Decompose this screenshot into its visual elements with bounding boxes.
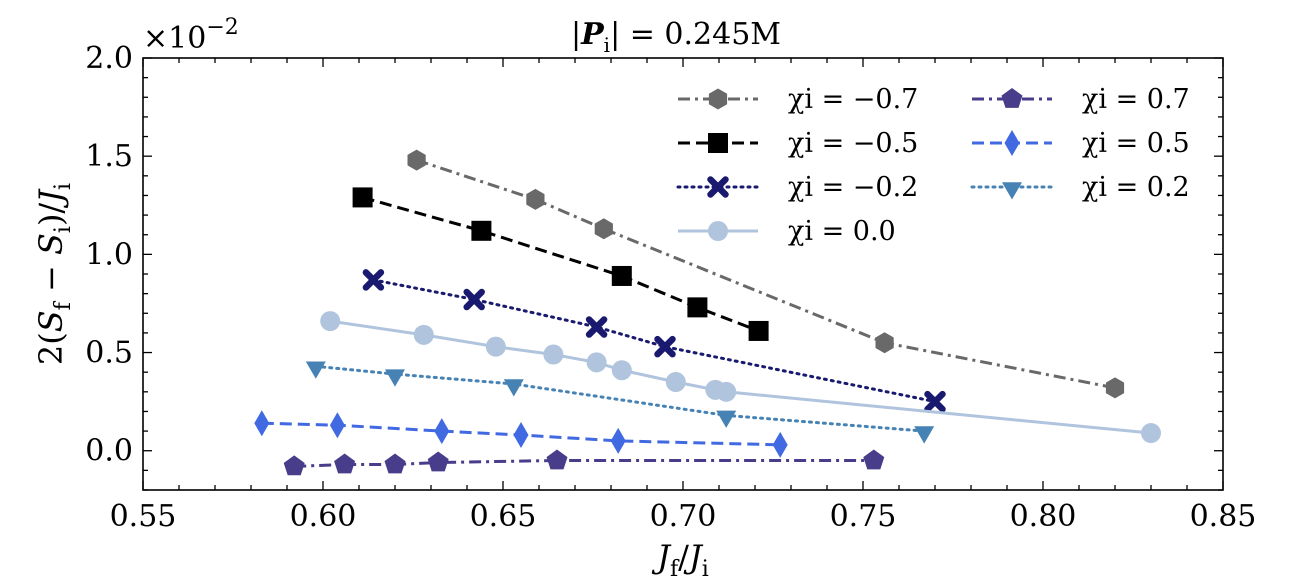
data-point — [329, 412, 345, 439]
x-tick-label: 0.60 — [290, 499, 357, 534]
legend-marker — [1004, 130, 1020, 156]
x-tick-label: 0.65 — [470, 499, 537, 534]
legend-marker — [1001, 88, 1023, 108]
legend-label: χi = 0.0 — [788, 216, 896, 247]
data-point — [413, 324, 434, 345]
series-0 — [407, 149, 1125, 399]
data-point — [471, 220, 492, 241]
series-2 — [362, 269, 946, 413]
data-point — [546, 449, 568, 470]
legend-entry: χi = 0.0 — [678, 216, 896, 247]
series-line — [416, 158, 1116, 390]
data-point — [434, 418, 450, 445]
legend-label: χi = 0.5 — [1082, 128, 1190, 159]
data-point — [914, 426, 935, 444]
data-point — [485, 336, 506, 357]
series-line — [261, 421, 781, 447]
legend-marker — [708, 88, 728, 110]
data-point — [748, 320, 769, 341]
data-point — [385, 369, 405, 387]
legend-label: χi = 0.7 — [1082, 84, 1190, 115]
data-point — [585, 316, 608, 338]
data-point — [407, 149, 426, 171]
data-point — [254, 410, 270, 437]
data-point — [687, 297, 708, 318]
series-3 — [320, 311, 1161, 444]
data-point — [334, 453, 356, 474]
data-point — [654, 335, 676, 358]
data-point — [594, 218, 613, 240]
data-point — [305, 361, 326, 379]
y-axis-title: 2(Sf − Si)/Ji — [32, 183, 76, 365]
legend-entry: χi = 0.5 — [972, 128, 1190, 159]
series-1 — [352, 187, 769, 341]
y-tick-label: 0.5 — [85, 336, 133, 371]
data-point — [543, 344, 564, 365]
x-axis-title: Jf/Ji — [651, 538, 709, 576]
data-point — [1141, 423, 1161, 444]
legend: χi = −0.7 χi = −0.5 χi = −0.2 χi = 0.0 χi = … — [676, 84, 1190, 247]
x-tick-label: 0.85 — [1190, 499, 1257, 534]
y-tick-label: 1.5 — [85, 139, 133, 174]
y-tick-label: 1.0 — [85, 237, 133, 272]
data-point — [665, 372, 686, 392]
legend-entry: χi = −0.7 — [678, 84, 918, 115]
data-point — [924, 390, 946, 413]
x-tick-label: 0.75 — [830, 499, 897, 534]
data-point — [513, 422, 529, 449]
legend-marker — [1002, 182, 1022, 200]
series-6 — [305, 361, 935, 444]
legend-label: χi = 0.2 — [1082, 172, 1190, 203]
legend-marker — [708, 133, 728, 153]
data-point — [611, 360, 632, 381]
series-4 — [283, 449, 885, 476]
data-point — [716, 410, 737, 428]
legend-label: χi = −0.5 — [788, 128, 918, 159]
legend-entry: χi = −0.5 — [678, 128, 918, 159]
data-point — [611, 265, 632, 286]
legend-label: χi = −0.2 — [788, 172, 918, 203]
data-point — [586, 352, 607, 373]
series-layer — [254, 149, 1161, 476]
chart-title: |Pi| = 0.245M — [571, 17, 781, 57]
data-point — [384, 453, 406, 474]
legend-entry: χi = −0.2 — [676, 172, 918, 203]
data-point — [320, 311, 341, 332]
data-point — [427, 451, 449, 472]
y-multiplier: ×10−2 — [143, 15, 239, 56]
x-tick-label: 0.70 — [650, 499, 717, 534]
legend-marker — [707, 176, 729, 198]
data-point — [716, 381, 737, 402]
legend-entry: χi = 0.7 — [972, 84, 1190, 115]
data-point — [352, 187, 373, 208]
data-point — [503, 379, 524, 397]
y-tick-label: 0.0 — [85, 434, 133, 469]
data-point — [1105, 377, 1125, 399]
tick-labels: 0.55 0.60 0.65 0.70 0.75 0.80 0.85 0.0 0.5 1.0 1.5… — [85, 41, 1256, 534]
x-tick-label: 0.80 — [1010, 499, 1077, 534]
plot-frame — [142, 57, 1224, 491]
data-point — [526, 188, 545, 210]
data-point — [772, 431, 788, 458]
series-line — [371, 278, 937, 404]
legend-marker — [708, 221, 728, 241]
data-point — [463, 288, 485, 311]
x-tick-label: 0.55 — [110, 499, 177, 534]
y-tick-label: 2.0 — [85, 41, 133, 76]
data-point — [283, 455, 305, 476]
legend-label: χi = −0.7 — [788, 84, 918, 115]
series-line — [294, 459, 874, 468]
series-5 — [254, 410, 788, 458]
data-point — [362, 269, 385, 291]
legend-entry: χi = 0.2 — [970, 172, 1190, 203]
data-point — [610, 427, 626, 454]
data-point — [875, 332, 894, 354]
data-point — [863, 449, 885, 470]
